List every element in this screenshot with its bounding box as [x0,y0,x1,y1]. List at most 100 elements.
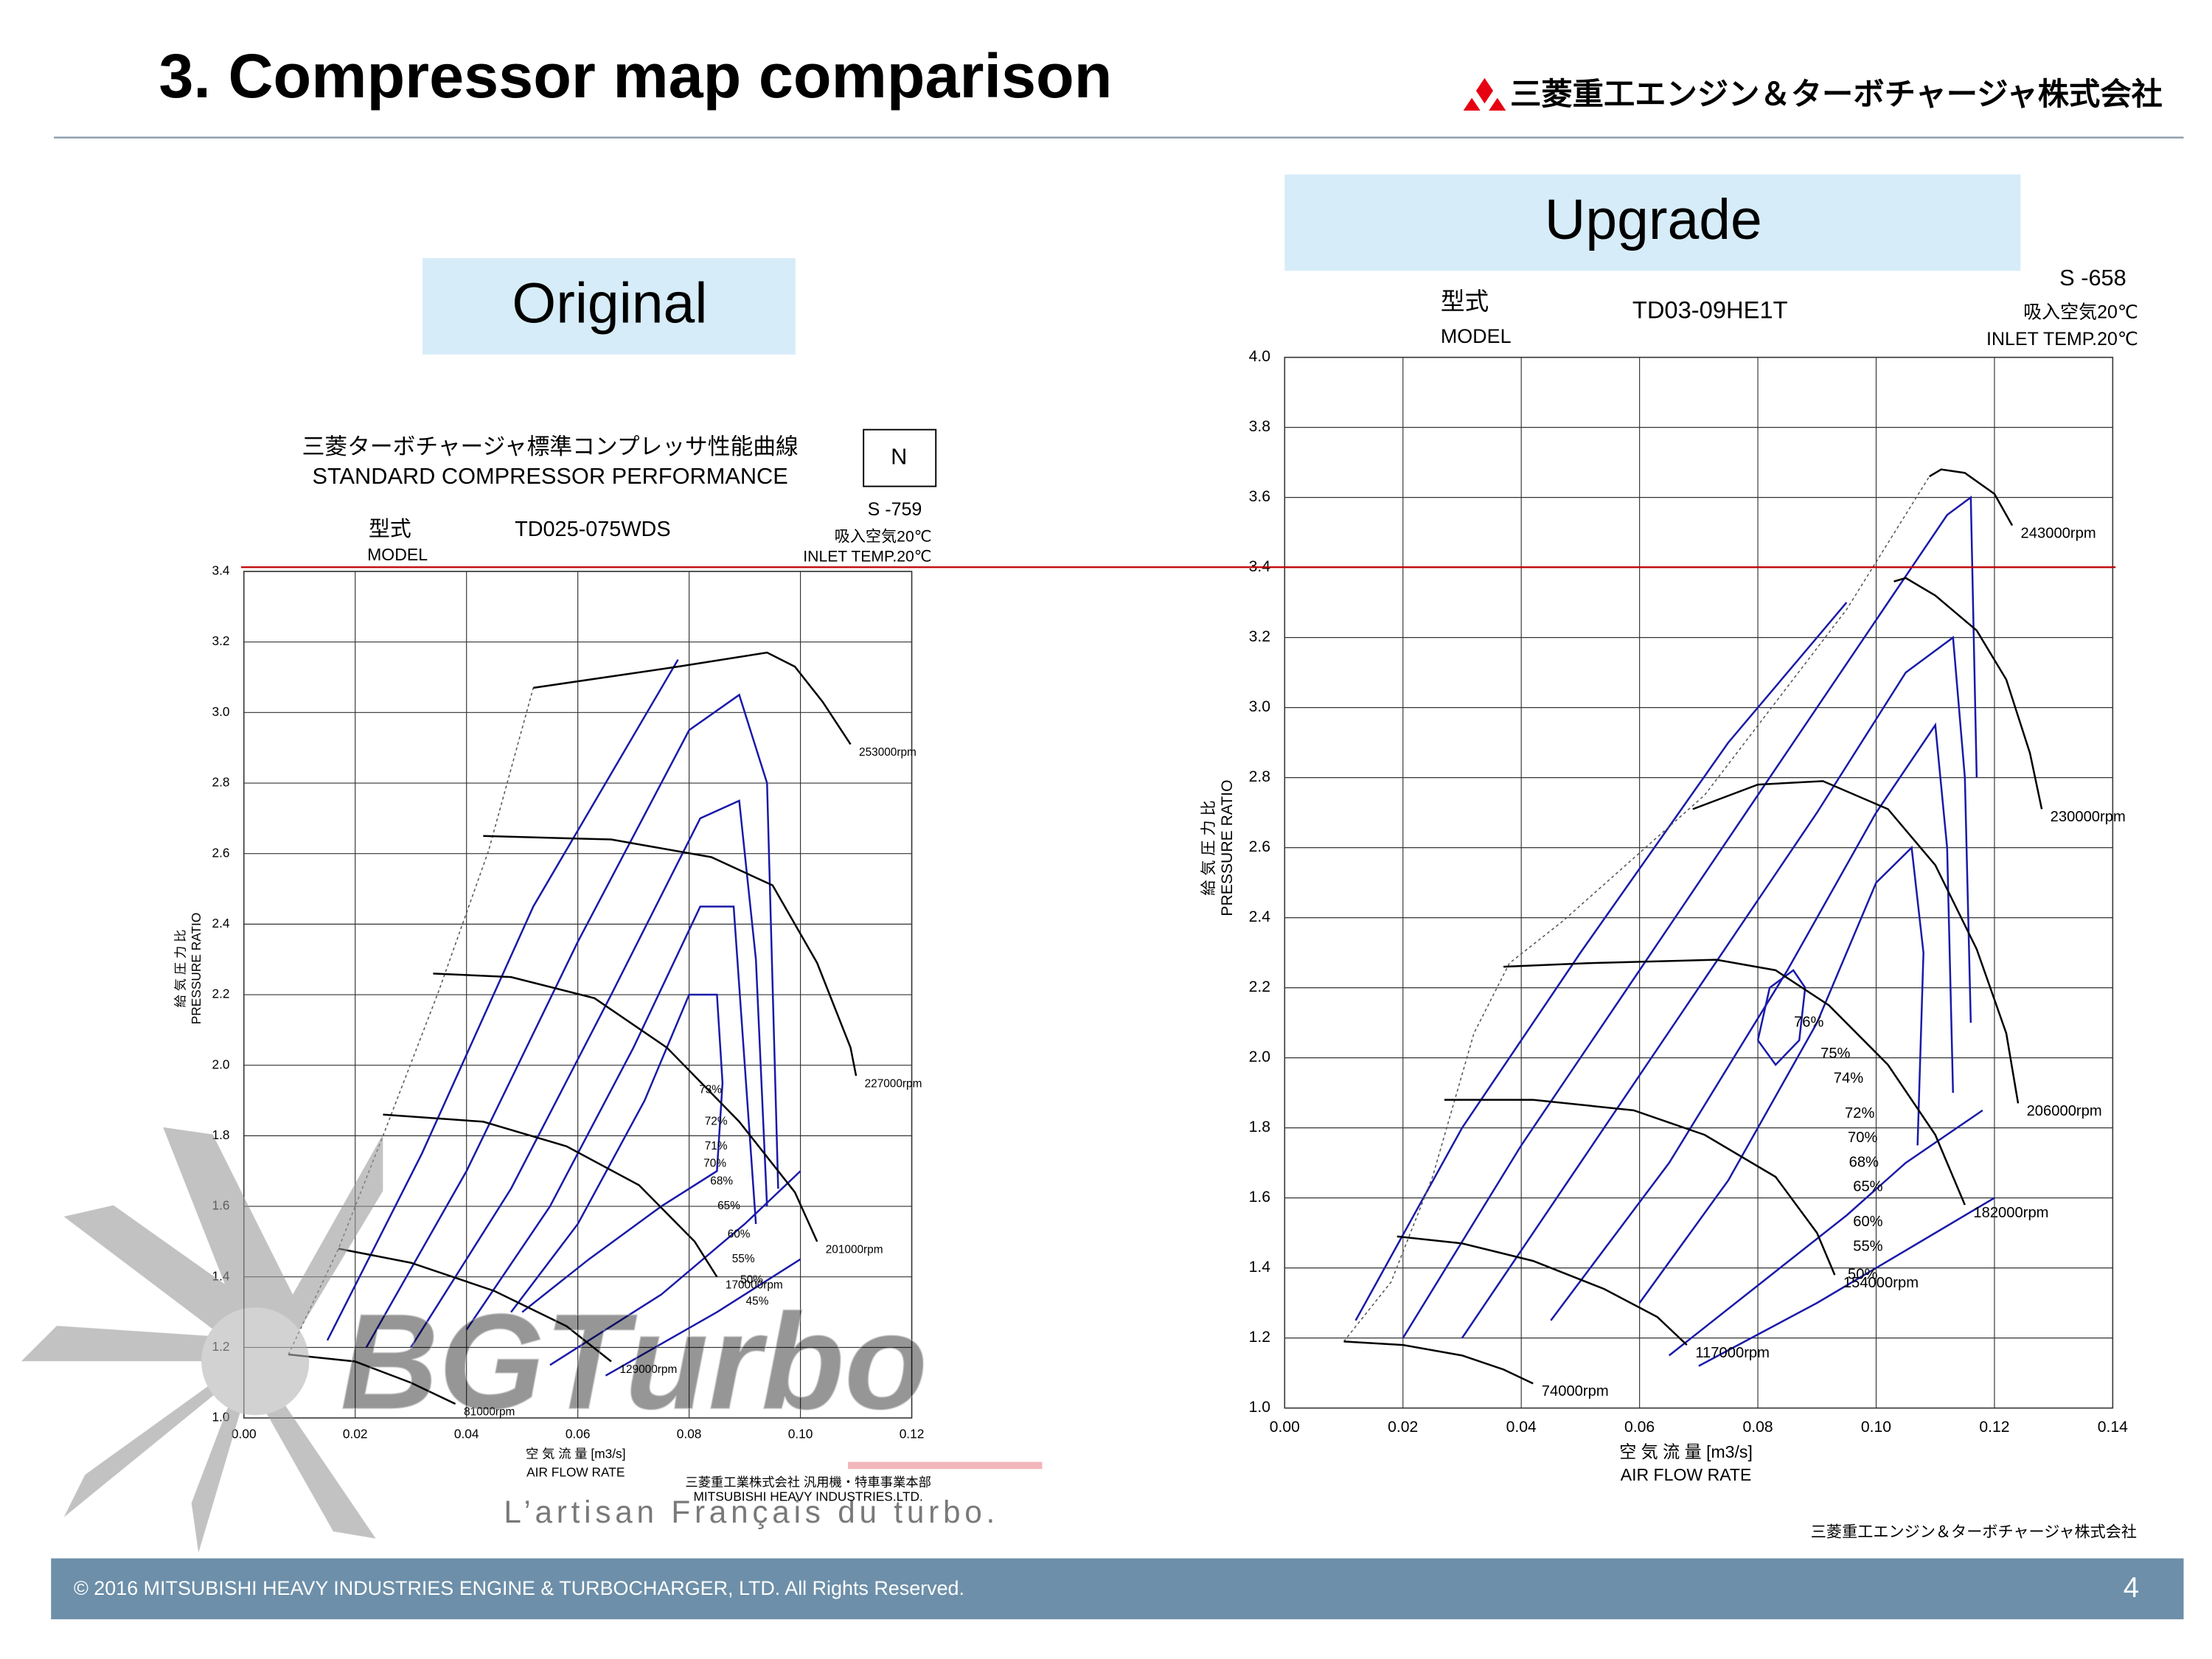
efficiency-contour [549,1170,801,1366]
inlet-jp: 吸入空気20℃ [2023,302,2138,323]
efficiency-contour [326,658,679,1341]
y-tick-label: 1.6 [1249,1189,1270,1206]
y-tick-label: 4.0 [1249,348,1270,365]
maker-jp: 三菱重工業株式会社 汎用機・特車事業本部 [685,1475,931,1489]
efficiency-label: 60% [728,1228,751,1240]
efficiency-contour [1668,1109,1983,1357]
efficiency-label: 50% [1848,1266,1877,1282]
watermark: BGTurbo L’artisan Français du turbo. [21,1127,1043,1553]
x-label: AIR FLOW RATE [526,1465,625,1480]
y-tick-label: 2.2 [1249,978,1270,995]
speed-line [383,1113,718,1278]
x-tick-label: 0.12 [900,1427,925,1441]
y-label: PRESSURE RATIO [189,913,204,1025]
company-name: 三菱重工エンジン＆ターボチャージャ株式会社 [1510,77,2163,111]
y-tick-label: 3.0 [212,704,229,719]
x-tick-label: 0.00 [232,1427,257,1441]
y-tick-label: 1.2 [1249,1329,1270,1346]
speed-line [288,1353,456,1405]
model-jp: 型式 [1441,288,1489,315]
speed-label: 227000rpm [865,1078,922,1091]
y-tick-label: 1.8 [1249,1119,1270,1135]
model-jp: 型式 [369,518,411,541]
x-tick-label: 0.10 [788,1427,813,1441]
efficiency-label: 76% [1794,1014,1823,1030]
hub [201,1307,310,1416]
speed-line [1692,780,2020,1104]
x-tick-label: 0.08 [677,1427,702,1441]
speed-label: 129000rpm [619,1363,677,1376]
inlet-en: INLET TEMP.20℃ [1986,329,2138,349]
model-en: MODEL [1441,325,1512,347]
speed-line [1503,959,1966,1206]
upgrade-label: Upgrade [1545,188,1762,251]
compressor-map: 1.01.21.41.61.82.02.22.42.62.83.03.23.43… [1249,348,2129,1436]
efficiency-contour [1402,495,1978,1339]
efficiency-label: 72% [705,1115,728,1127]
x-tick-label: 0.10 [1861,1419,1891,1436]
speed-label: 253000rpm [859,746,917,759]
efficiency-contour [1698,1197,1995,1367]
efficiency-label: 50% [740,1274,763,1287]
efficiency-label: 45% [746,1295,769,1307]
efficiency-contour [365,693,779,1349]
page-number: 4 [2124,1572,2139,1604]
impeller [21,1127,383,1553]
y-tick-label: 2.6 [1249,838,1270,855]
x-tick-label: 0.06 [566,1427,591,1441]
left-chart-header: 三菱ターボチャージャ標準コンプレッサ性能曲線 STANDARD COMPRESS… [173,428,937,1503]
y-label: PRESSURE RATIO [1219,779,1236,916]
charts: 1.0 1.2 1.4 1.6 1.8 2.0 2.2 2.4 2.6 2.8 3.0 3.2 3.4 0… [212,348,2128,1441]
efficiency-label: 60% [1853,1214,1882,1230]
y-tick-label: 2.8 [212,775,229,790]
efficiency-contour [605,1258,801,1377]
efficiency-contour [1550,722,1955,1321]
efficiency-label: 73% [699,1083,722,1096]
chart-title: STANDARD COMPRESSOR PERFORMANCE [313,463,788,489]
x-tick-label: 0.04 [454,1427,479,1441]
company-logo: 三菱重工エンジン＆ターボチャージャ株式会社 [1463,77,2163,111]
speed-label: 74000rpm [1542,1383,1609,1399]
efficiency-contour [410,799,768,1349]
model-en: MODEL [367,545,428,564]
y-label-jp: 給 気 圧 力 比 [173,930,188,1008]
speed-label: 170000rpm [726,1279,783,1291]
speed-label: 201000rpm [826,1243,883,1256]
y-tick-label: 2.6 [212,845,229,860]
speed-label: 243000rpm [2021,525,2096,541]
original-label: Original [512,272,707,335]
speed-line [433,973,818,1242]
spec-no: S -759 [868,499,922,520]
slide-title: 3. Compressor map comparison [159,41,1112,111]
x-label: AIR FLOW RATE [1621,1465,1752,1484]
efficiency-label: 70% [1848,1130,1877,1146]
y-tick-label: 1.4 [1249,1259,1271,1276]
maker-en: MITSUBISHI HEAVY INDUSTRIES.LTD. [693,1489,922,1503]
model: TD025-075WDS [515,518,670,541]
x-tick-label: 0.02 [343,1427,368,1441]
surge-line [1343,476,1930,1342]
speed-label: 81000rpm [464,1406,515,1419]
speed-line [1343,1340,1534,1385]
efficiency-contour [465,905,757,1331]
logo-mark [1463,77,1506,111]
efficiency-label: 65% [1853,1179,1882,1195]
chart-title-jp: 三菱ターボチャージャ標準コンプレッサ性能曲線 [302,434,799,459]
brand-underline [848,1461,1043,1470]
x-tick-label: 0.08 [1742,1419,1773,1436]
y-tick-label: 3.8 [1249,418,1270,435]
y-tick-label: 3.2 [212,633,229,648]
y-tick-label: 1.8 [212,1127,229,1142]
efficiency-label: 70% [703,1158,726,1170]
y-label-jp: 給 気 圧 力 比 [1200,800,1217,895]
y-tick-label: 2.0 [212,1057,229,1071]
tagline: L’artisan Français du turbo. [504,1495,999,1529]
copyright: © 2016 MITSUBISHI HEAVY INDUSTRIES ENGIN… [74,1577,964,1599]
x-tick-label: 0.02 [1388,1419,1418,1436]
y-tick-label: 1.0 [1249,1399,1270,1416]
original-box [422,258,796,355]
speed-line [533,651,852,745]
speed-line [1893,577,2043,810]
speed-line [483,835,858,1077]
right-chart-header: S -658 型式 MODEL TD03-09HE1T 吸入空気20℃ INLE… [1200,265,2138,1540]
